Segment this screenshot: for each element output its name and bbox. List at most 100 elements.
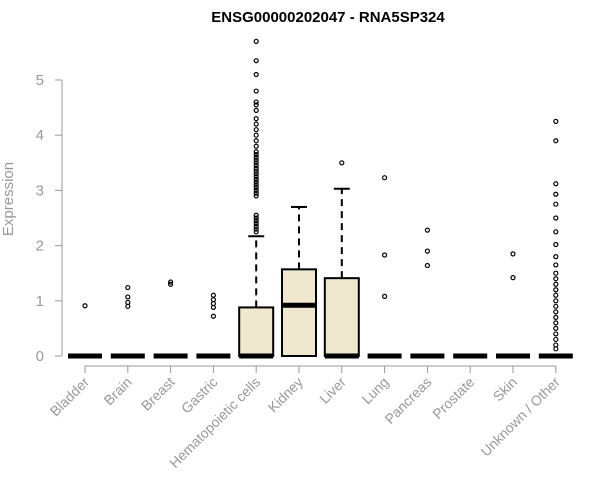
y-tick-label: 2 — [36, 238, 44, 255]
outlier-point — [253, 174, 259, 180]
outlier-point — [253, 151, 259, 158]
outlier-point — [253, 121, 259, 127]
outlier-point — [382, 252, 388, 258]
outlier-point — [253, 127, 259, 133]
outlier-point — [553, 281, 559, 287]
box-pancreas — [410, 227, 445, 359]
outlier-point — [553, 181, 559, 187]
outlier-point — [253, 102, 259, 108]
outlier-point — [424, 262, 430, 269]
outlier-point — [553, 270, 559, 276]
outlier-point — [382, 175, 388, 181]
y-tick-label: 0 — [36, 348, 44, 365]
y-axis: 0 1 2 3 4 5 — [36, 72, 63, 365]
box-breast — [153, 279, 188, 359]
outlier-point — [424, 227, 430, 233]
box-bladder — [68, 303, 102, 359]
box-skin — [496, 251, 530, 359]
y-tick-label: 4 — [36, 127, 44, 144]
outlier-point — [253, 193, 259, 199]
category-label-liver: Liver — [316, 374, 349, 407]
outlier-point — [553, 325, 559, 331]
outlier-point — [553, 336, 559, 343]
chart-title: ENSG00000202047 - RNA5SP324 — [211, 9, 445, 26]
outlier-point — [553, 303, 559, 309]
outlier-point — [253, 58, 259, 64]
outlier-point — [510, 275, 516, 281]
outlier-point — [253, 132, 259, 138]
outlier-point — [253, 99, 259, 105]
box-liver — [323, 160, 360, 359]
outlier-point — [553, 342, 559, 348]
category-label-breast: Breast — [138, 374, 178, 414]
y-tick-label: 5 — [36, 72, 44, 89]
outlier-point — [553, 331, 559, 337]
outlier-point — [553, 309, 559, 315]
outlier-point — [253, 215, 259, 221]
outlier-point — [253, 165, 259, 171]
outlier-point — [253, 220, 259, 227]
outlier-point — [553, 320, 559, 326]
outlier-point — [125, 284, 131, 291]
outlier-point — [253, 179, 259, 185]
outlier-point — [168, 281, 174, 287]
outlier-point — [253, 171, 259, 177]
outlier-point — [253, 88, 259, 94]
outlier-point — [253, 229, 259, 235]
outlier-point — [253, 223, 259, 229]
iqr-box — [238, 306, 275, 358]
y-axis-label: Expression — [0, 162, 17, 236]
outlier-point — [253, 185, 259, 191]
outlier-point — [82, 303, 88, 309]
outlier-point — [253, 162, 259, 169]
outlier-point — [210, 313, 216, 319]
outlier-point — [553, 201, 559, 207]
outlier-point — [424, 248, 430, 254]
y-tick-label: 1 — [36, 293, 44, 310]
outlier-point — [253, 176, 259, 182]
outlier-point — [382, 293, 388, 299]
outlier-point — [553, 292, 559, 298]
outlier-point — [253, 157, 259, 163]
outlier-point — [253, 116, 259, 122]
outlier-point — [553, 191, 559, 197]
box-hematopoietic-cells — [238, 38, 275, 359]
outlier-point — [553, 254, 559, 260]
outlier-point — [253, 143, 259, 149]
outlier-point — [339, 160, 345, 166]
outlier-point — [553, 138, 559, 144]
category-label-skin: Skin — [490, 374, 521, 405]
box-brain — [110, 284, 145, 359]
outlier-point — [253, 71, 259, 78]
outlier-point — [253, 226, 259, 232]
outlier-point — [125, 294, 131, 300]
outlier-point — [553, 262, 559, 268]
outlier-point — [253, 218, 259, 224]
outlier-point — [553, 314, 559, 320]
outlier-point — [253, 212, 259, 218]
outlier-point — [210, 292, 216, 298]
outlier-point — [553, 118, 559, 125]
outlier-point — [253, 187, 259, 193]
outlier-point — [253, 38, 259, 44]
iqr-box — [323, 277, 360, 357]
outlier-point — [553, 276, 559, 282]
outlier-point — [253, 149, 259, 155]
outlier-point — [553, 241, 559, 248]
outlier-point — [125, 299, 131, 306]
category-label-unknown-other: Unknown / Other — [477, 374, 563, 460]
outlier-point — [253, 182, 259, 188]
category-label-kidney: Kidney — [265, 374, 307, 416]
category-label-gastric: Gastric — [178, 374, 221, 417]
outlier-point — [553, 229, 559, 235]
category-label-brain: Brain — [100, 374, 134, 408]
box-lung — [367, 175, 402, 359]
box-kidney — [281, 205, 317, 357]
outlier-point — [168, 279, 174, 285]
outlier-point — [253, 138, 259, 144]
outlier-point — [553, 298, 559, 304]
box-gastric — [196, 292, 231, 359]
category-label-lung: Lung — [358, 374, 391, 407]
